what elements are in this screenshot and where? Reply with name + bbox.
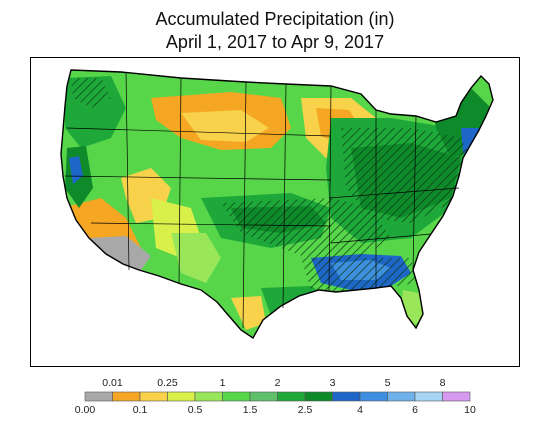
legend-swatch [304, 391, 333, 402]
legend-upper-label: 0.01 [102, 377, 123, 389]
legend-swatch [194, 391, 223, 402]
legend-swatch [222, 391, 251, 402]
legend-swatch [249, 391, 278, 402]
legend-upper-label: 2 [274, 377, 281, 389]
legend-swatch [332, 391, 361, 402]
legend-swatch [442, 391, 471, 402]
legend-swatch [414, 391, 443, 402]
legend-swatch [359, 391, 388, 402]
map-frame [30, 57, 520, 367]
legend-lower-label: 10 [464, 404, 476, 416]
legend-lower-label: 6 [412, 404, 418, 416]
legend-lower-label: 0.1 [132, 404, 148, 416]
legend-swatch [167, 391, 196, 402]
legend-upper-label: 8 [439, 377, 446, 389]
legend-lower-label: 0.00 [74, 404, 96, 416]
map-title-line-1: Accumulated Precipitation (in) [155, 9, 395, 29]
legend-swatch [277, 391, 306, 402]
legend-swatch [139, 391, 168, 402]
legend-upper-label: 1 [219, 377, 226, 389]
legend-upper-label: 3 [329, 377, 336, 389]
legend-lower-label: 4 [357, 404, 363, 416]
legend-lower-label: 2.5 [297, 404, 313, 416]
legend-lower-label: 1.5 [242, 404, 258, 416]
legend-lower-label: 0.5 [187, 404, 203, 416]
legend-upper-label: 0.25 [157, 377, 178, 389]
legend-swatch [84, 391, 113, 402]
map-title-line-2: April 1, 2017 to Apr 9, 2017 [165, 32, 385, 52]
legend-swatch [387, 391, 416, 402]
state-boundaries [64, 71, 460, 329]
legend-swatch [112, 391, 141, 402]
us-precipitation-map [60, 69, 494, 339]
legend-upper-label: 5 [384, 377, 391, 389]
